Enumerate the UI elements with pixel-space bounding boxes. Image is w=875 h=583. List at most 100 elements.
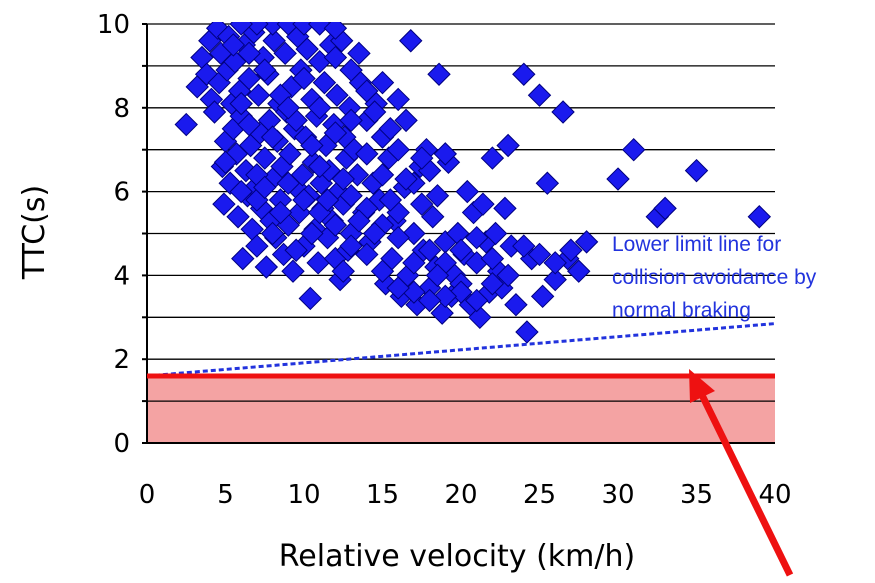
x-tick-label: 0 xyxy=(139,480,156,510)
data-point xyxy=(262,29,286,53)
data-point xyxy=(237,112,261,137)
data-point xyxy=(229,179,253,204)
x-tick-label: 20 xyxy=(444,480,477,510)
data-point xyxy=(417,238,442,262)
data-point xyxy=(402,251,426,275)
data-point xyxy=(323,45,348,70)
data-point xyxy=(386,225,410,250)
data-point xyxy=(449,238,473,262)
data-point xyxy=(331,167,355,191)
annotation-line-1: Lower limit line for xyxy=(612,233,781,256)
data-point xyxy=(253,175,277,200)
data-point xyxy=(298,286,322,311)
data-point xyxy=(399,29,423,53)
data-point xyxy=(284,238,308,262)
data-point xyxy=(307,96,332,120)
data-point xyxy=(515,320,539,344)
data-point xyxy=(410,192,434,216)
x-axis-title: Relative velocity (km/h) xyxy=(279,539,635,574)
red-arrow xyxy=(689,369,794,577)
data-point xyxy=(295,37,319,61)
data-point xyxy=(543,251,567,275)
x-tick-label: 5 xyxy=(217,480,234,510)
data-point xyxy=(378,188,403,212)
data-point xyxy=(229,91,253,116)
data-point xyxy=(386,87,410,112)
data-point xyxy=(245,234,269,258)
hazard-zone xyxy=(147,375,775,443)
x-tick-label: 15 xyxy=(366,480,399,510)
data-point xyxy=(355,242,379,267)
data-point xyxy=(362,221,387,246)
data-point xyxy=(471,192,495,216)
data-point xyxy=(237,41,261,66)
data-point xyxy=(370,70,395,95)
data-point xyxy=(229,22,253,36)
arrow-head xyxy=(689,369,715,403)
data-point xyxy=(496,263,520,288)
data-point xyxy=(417,288,442,313)
data-point xyxy=(606,167,630,191)
data-point xyxy=(386,276,410,300)
data-point xyxy=(292,66,316,91)
data-point xyxy=(300,133,324,158)
data-point xyxy=(268,200,293,225)
data-points xyxy=(174,22,772,344)
data-point xyxy=(464,288,489,313)
data-point xyxy=(307,154,332,179)
data-point xyxy=(621,137,646,162)
data-point xyxy=(394,167,418,191)
data-point xyxy=(567,259,591,283)
y-tick-label: 8 xyxy=(113,94,130,124)
x-tick-label: 30 xyxy=(601,480,634,510)
data-point xyxy=(370,163,395,187)
data-point xyxy=(433,142,458,166)
data-point xyxy=(512,62,536,86)
data-point xyxy=(323,22,348,40)
data-point xyxy=(253,58,277,82)
data-point xyxy=(427,62,451,86)
y-axis-title: TTC(s) xyxy=(17,185,52,280)
data-point xyxy=(339,58,363,82)
data-point xyxy=(323,213,348,237)
data-point xyxy=(260,221,285,246)
data-point xyxy=(276,171,301,195)
data-point xyxy=(355,79,379,103)
y-tick-label: 2 xyxy=(113,345,130,375)
data-point xyxy=(221,33,246,57)
x-tick-label: 35 xyxy=(680,480,713,510)
data-point xyxy=(231,246,255,271)
reference-lines xyxy=(146,322,776,379)
annotation: Lower limit line for collision avoidance… xyxy=(612,233,817,322)
data-point xyxy=(202,100,227,124)
data-point xyxy=(480,272,505,296)
y-tick-label: 4 xyxy=(113,261,130,291)
data-point xyxy=(254,255,279,279)
data-point xyxy=(543,267,567,292)
axes xyxy=(142,23,775,444)
data-point xyxy=(464,225,489,250)
data-point xyxy=(747,205,772,229)
data-point xyxy=(339,234,363,258)
y-tick-labels: 0 2 4 6 8 10 xyxy=(97,10,130,459)
data-point xyxy=(307,22,332,36)
data-point xyxy=(410,146,434,170)
x-tick-label: 40 xyxy=(758,480,791,510)
data-point xyxy=(684,158,709,183)
data-point xyxy=(347,209,371,233)
data-point xyxy=(213,150,238,174)
annotation-line-2: collision avoidance by xyxy=(612,266,817,289)
data-point xyxy=(551,100,575,124)
data-point xyxy=(325,83,349,107)
data-point xyxy=(512,234,536,258)
y-tick-label: 6 xyxy=(113,178,130,208)
data-point xyxy=(246,83,271,107)
data-point xyxy=(174,112,198,137)
data-point xyxy=(212,192,236,216)
data-point xyxy=(300,221,324,246)
data-point xyxy=(355,142,379,166)
y-tick-label: 10 xyxy=(97,10,130,40)
data-point xyxy=(653,196,677,221)
data-point xyxy=(493,196,517,221)
